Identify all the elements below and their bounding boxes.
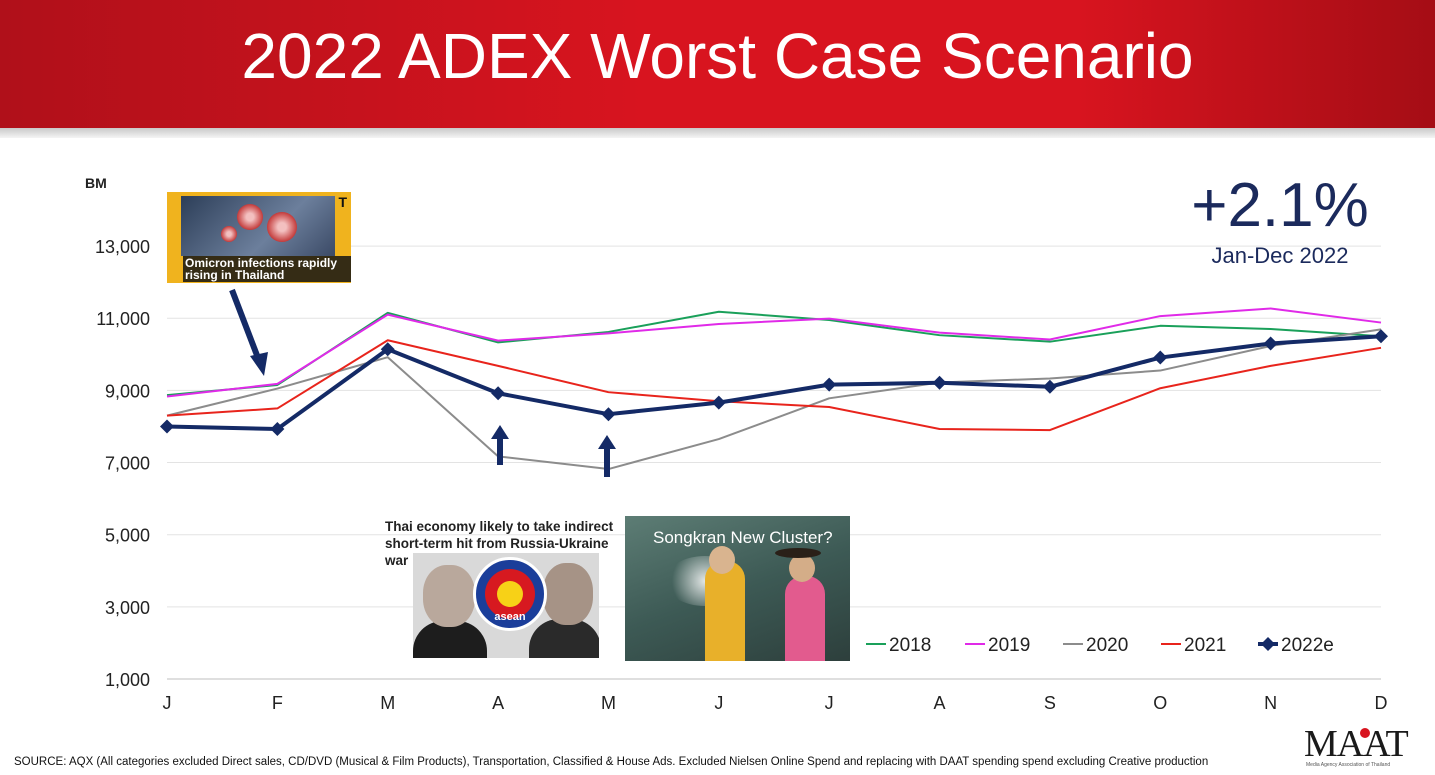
x-tick-label: J	[825, 693, 834, 713]
asean-emblem-icon	[473, 557, 547, 631]
series-2018-line	[166, 310, 1382, 397]
y-tick-label: 1,000	[105, 670, 150, 690]
virus-icon	[267, 212, 297, 242]
virus-icon	[221, 226, 237, 242]
series-2019-line	[166, 307, 1382, 398]
x-tick-label: S	[1044, 693, 1056, 713]
y-tick-label: 5,000	[105, 526, 150, 546]
war-caption: Thai economy likely to take indirect sho…	[385, 519, 614, 568]
hat-icon	[775, 548, 821, 558]
series-2022e-point	[1153, 350, 1168, 365]
y-tick-label: 13,000	[95, 237, 150, 257]
legend-2019-label: 2019	[988, 635, 1030, 656]
news-screen	[181, 196, 335, 256]
maat-logo-text: MAAT	[1304, 723, 1409, 765]
songkran-news-image: Songkran New Cluster?	[625, 516, 850, 661]
omicron-caption: Omicron infections rapidly rising in Tha…	[183, 256, 351, 282]
person-silhouette	[705, 561, 745, 661]
down-arrow-shaft	[229, 288, 261, 360]
y-tick-label: 11,000	[96, 309, 150, 329]
maat-logo-subtitle: Media Agency Association of Thailand	[1306, 762, 1391, 768]
source-note: SOURCE: AQX (All categories excluded Dir…	[14, 756, 1209, 768]
person-face	[423, 565, 475, 627]
person-face	[709, 546, 735, 574]
y-axis-label: BM	[85, 175, 107, 191]
x-tick-label: O	[1153, 693, 1167, 713]
person-face	[789, 554, 815, 582]
kpi-block: +2.1% Jan-Dec 2022	[1150, 170, 1410, 270]
x-tick-label: M	[601, 693, 616, 713]
maat-logo-dot	[1360, 728, 1370, 738]
legend-2020-label: 2020	[1086, 635, 1128, 656]
legend-2022e-label: 2022e	[1281, 635, 1334, 656]
series-2022e-point	[1263, 336, 1278, 351]
banner-shadow	[0, 128, 1435, 138]
up-arrow-head	[598, 435, 616, 449]
person-silhouette	[529, 619, 599, 658]
maat-logo: MAAT Media Agency Association of Thailan…	[1300, 724, 1425, 768]
news-logo-icon: T	[338, 194, 347, 210]
series-2022e-point	[270, 421, 285, 436]
series-2022e-point	[932, 375, 947, 390]
series-2022e-point	[491, 386, 506, 401]
series-2022e-point	[822, 377, 837, 392]
x-tick-label: A	[492, 693, 504, 713]
x-tick-label: J	[163, 693, 172, 713]
war-news-image: asean	[413, 553, 599, 658]
person-silhouette	[413, 621, 487, 658]
title-banner	[0, 0, 1435, 128]
series-2022e-point	[1042, 379, 1057, 394]
x-tick-label: J	[714, 693, 723, 713]
series-2022e-point	[160, 419, 174, 434]
songkran-caption: Songkran New Cluster?	[653, 528, 833, 547]
series-2022e-line	[166, 334, 1382, 431]
up-arrow-head	[491, 425, 509, 439]
x-tick-label: D	[1375, 693, 1388, 713]
slide-title: 2022 ADEX Worst Case Scenario	[241, 20, 1194, 92]
legend-2018-label: 2018	[889, 635, 931, 656]
series-2022e-point	[711, 395, 726, 410]
y-tick-label: 9,000	[105, 381, 150, 401]
up-arrow-shaft	[497, 437, 503, 465]
series-2021-line	[166, 339, 1382, 432]
omicron-news-image: T Omicron infections rapidly rising in T…	[167, 192, 351, 283]
x-tick-label: A	[934, 693, 946, 713]
person-silhouette	[785, 576, 825, 661]
kpi-period-label: Jan-Dec 2022	[1211, 243, 1349, 268]
down-arrow-head	[250, 352, 268, 376]
y-tick-label: 3,000	[105, 598, 150, 618]
virus-icon	[237, 204, 263, 230]
x-tick-label: F	[272, 693, 283, 713]
legend-2021-label: 2021	[1184, 635, 1226, 656]
series-2020-line	[166, 328, 1382, 471]
up-arrow-shaft	[604, 447, 610, 477]
series-2022e-point	[601, 407, 616, 422]
x-tick-label: M	[380, 693, 395, 713]
kpi-growth-value: +2.1%	[1191, 171, 1369, 240]
x-tick-label: N	[1264, 693, 1277, 713]
y-tick-label: 7,000	[105, 454, 150, 474]
series-2022e-point	[1374, 329, 1388, 344]
person-face	[543, 563, 593, 625]
asean-label: asean	[494, 611, 526, 623]
legend-2022e-marker	[1261, 637, 1275, 651]
series-2022e-point	[380, 342, 395, 357]
